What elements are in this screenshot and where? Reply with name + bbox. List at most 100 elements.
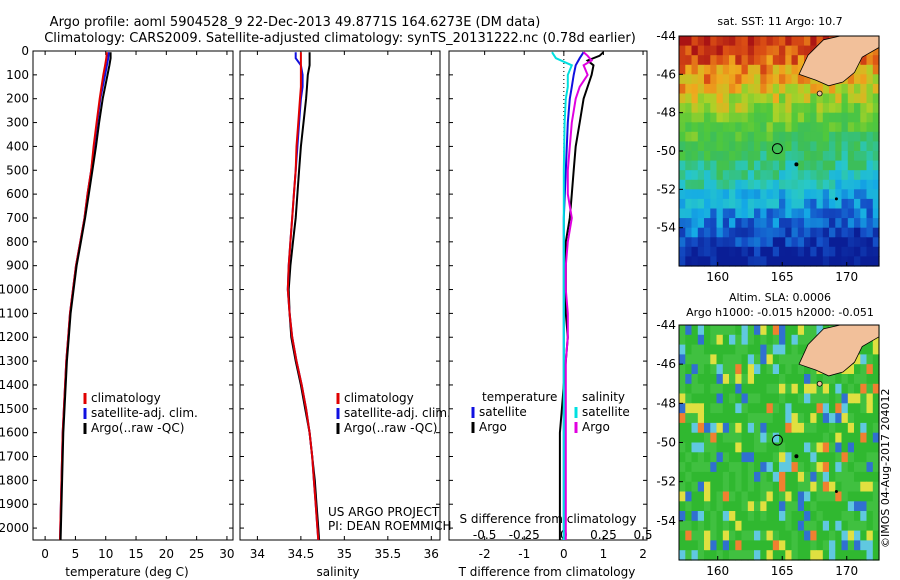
- map-cell: [772, 442, 780, 453]
- map-cell: [760, 64, 768, 75]
- map-cell: [729, 393, 736, 404]
- map-cell: [697, 325, 705, 336]
- map-cell: [872, 227, 880, 238]
- map-cell: [816, 540, 824, 551]
- map-cell: [779, 179, 786, 190]
- map-cell: [835, 383, 843, 395]
- map-cell: [716, 462, 724, 473]
- map-cell: [679, 325, 686, 336]
- map-cell: [816, 491, 824, 502]
- map-cell: [685, 511, 693, 522]
- map-cell: [822, 442, 830, 453]
- map-cell: [704, 432, 711, 444]
- map-cell: [804, 481, 811, 493]
- map-cell: [766, 237, 774, 248]
- map-y-tick-label: -48: [656, 106, 676, 120]
- map-cell: [679, 64, 686, 75]
- map-cell: [747, 151, 755, 162]
- map-cell: [860, 93, 868, 104]
- map-cell: [804, 179, 811, 190]
- map-cell: [872, 112, 880, 123]
- map-cell: [772, 364, 780, 375]
- map-cell: [791, 227, 799, 238]
- map-cell: [697, 393, 705, 404]
- map-cell: [754, 413, 761, 424]
- map-cell: [829, 151, 836, 162]
- map-cell: [797, 122, 805, 133]
- y-tick-label: 1100: [0, 306, 29, 320]
- map-cell: [847, 393, 855, 404]
- map-cell: [729, 112, 736, 123]
- map-cell: [841, 218, 849, 229]
- map-cell: [779, 246, 786, 257]
- map-cell: [722, 83, 730, 95]
- map-cell: [716, 74, 724, 85]
- map-cell: [747, 208, 755, 219]
- map-cell: [785, 74, 793, 85]
- map-cell: [841, 422, 849, 434]
- map-cell: [872, 151, 880, 162]
- map-cell: [722, 413, 730, 424]
- map-cell: [735, 93, 743, 104]
- map-cell: [766, 198, 774, 210]
- map-cell: [810, 93, 818, 104]
- map-cell: [872, 160, 880, 171]
- map-cell: [704, 374, 711, 385]
- y-tick-label: 200: [6, 92, 29, 106]
- map-cell: [735, 170, 743, 181]
- map-cell: [847, 160, 855, 171]
- map-cell: [747, 83, 755, 95]
- map-cell: [710, 45, 718, 56]
- map-cell: [772, 413, 780, 424]
- map-cell: [754, 103, 761, 114]
- map-cell: [710, 208, 718, 219]
- map-cell: [847, 422, 855, 434]
- map-cell: [735, 122, 743, 133]
- map-cell: [804, 511, 811, 522]
- map-cell: [791, 170, 799, 181]
- map-cell: [685, 246, 693, 257]
- map-cell: [847, 208, 855, 219]
- map-cell: [835, 393, 843, 404]
- map-cell: [816, 112, 824, 123]
- map-cell: [866, 452, 874, 463]
- map-cell: [841, 511, 849, 522]
- map-cell: [779, 218, 786, 229]
- map-cell: [697, 540, 705, 551]
- map-cell: [710, 422, 718, 434]
- temperature-panel: 0100200300400500600700800900100011001200…: [0, 44, 235, 561]
- map-cell: [785, 403, 793, 414]
- map-cell: [779, 151, 786, 162]
- map-cell: [735, 189, 743, 200]
- map-cell: [716, 189, 724, 200]
- map-cell: [785, 422, 793, 434]
- map-cell: [791, 208, 799, 219]
- map-cell: [866, 481, 874, 493]
- plot-frame: [448, 50, 648, 541]
- map-cell: [697, 64, 705, 75]
- map-cell: [710, 141, 718, 152]
- map-cell: [860, 432, 868, 444]
- map-cell: [791, 334, 799, 346]
- x-tick-label: 15: [128, 547, 143, 561]
- map-cell: [679, 122, 686, 133]
- map-cell: [722, 93, 730, 104]
- map-cell: [766, 491, 774, 502]
- map-cell: [860, 383, 868, 395]
- map-cell: [704, 481, 711, 493]
- map-cell: [860, 413, 868, 424]
- map-cell: [860, 540, 868, 551]
- map-cell: [691, 112, 699, 123]
- map-cell: [754, 452, 761, 463]
- map-cell: [729, 83, 736, 95]
- map-cell: [797, 530, 805, 541]
- map-cell: [735, 36, 743, 47]
- map-cell: [854, 374, 861, 385]
- map-cell: [735, 501, 743, 512]
- map-cell: [816, 393, 824, 404]
- map-cell: [866, 432, 874, 444]
- temperature-line-argo: [59, 52, 112, 541]
- map-cell: [754, 112, 761, 123]
- map-cell: [691, 227, 699, 238]
- map-cell: [791, 462, 799, 473]
